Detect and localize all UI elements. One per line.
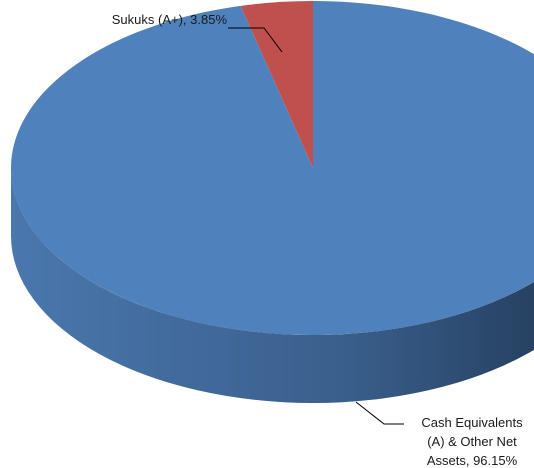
pie-slice-sukuks <box>240 1 313 168</box>
sukuks-data-label: Sukuks (A+), 3.85% <box>112 12 228 27</box>
cash-data-label-line-3: Assets, 96.15% <box>427 453 518 468</box>
cash-data-label-line-1: Cash Equivalents <box>421 415 523 430</box>
pie-side-wall <box>11 168 534 403</box>
cash-leader-line <box>355 401 404 425</box>
pie-slice-cash-equivalents <box>11 1 534 335</box>
sukuks-leader-line <box>228 27 283 53</box>
slices-layer <box>11 1 534 403</box>
cash-data-label-line-2: (A) & Other Net <box>427 434 517 449</box>
